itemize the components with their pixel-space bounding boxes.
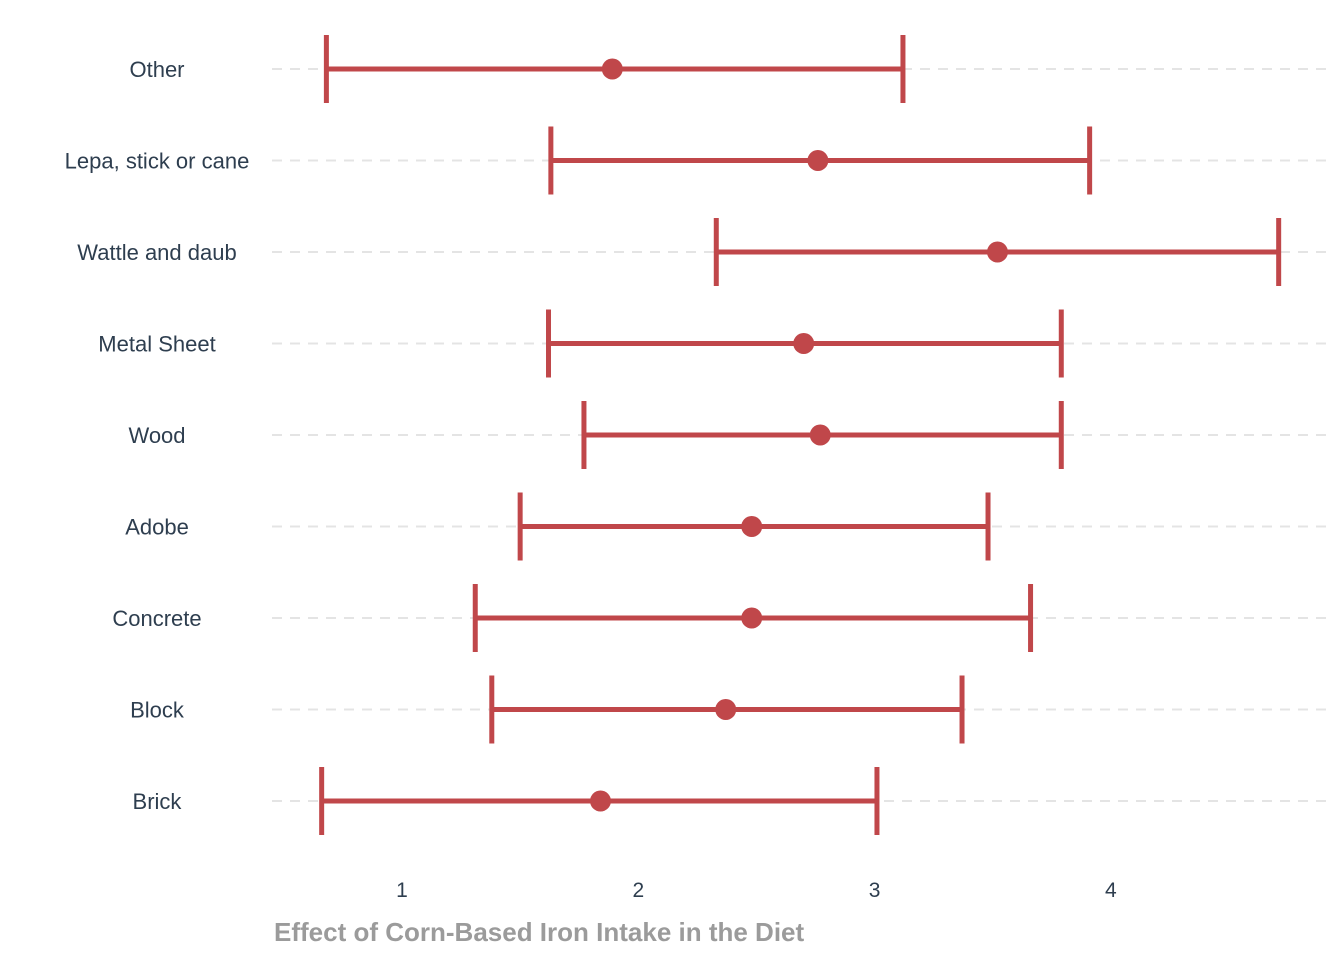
category-label: Wattle and daub	[77, 240, 236, 265]
error-bar	[323, 35, 906, 103]
category-label: Other	[129, 57, 184, 82]
estimate-point	[741, 607, 763, 629]
x-axis-title: Effect of Corn-Based Iron Intake in the …	[274, 917, 805, 947]
error-bar	[713, 218, 1282, 286]
category-labels: Other Lepa, stick or cane Wattle and daub M…	[65, 57, 250, 814]
error-bar	[489, 675, 965, 744]
error-bars	[319, 35, 1282, 835]
x-tick-label: 4	[1105, 879, 1117, 902]
category-label: Brick	[133, 789, 183, 814]
estimate-point	[589, 790, 611, 812]
category-label: Wood	[128, 423, 185, 448]
error-bar	[517, 492, 991, 561]
estimate-point	[807, 150, 829, 171]
estimate-point	[809, 424, 831, 446]
estimate-point	[986, 241, 1008, 263]
error-bar	[581, 401, 1064, 469]
category-label: Metal Sheet	[98, 332, 215, 357]
category-label: Adobe	[125, 515, 189, 540]
x-tick-label: 1	[396, 879, 408, 902]
x-tick-labels: 1 2 3 4	[396, 879, 1117, 902]
error-bar	[472, 584, 1034, 652]
error-bar	[546, 309, 1064, 378]
category-label: Lepa, stick or cane	[65, 149, 250, 174]
estimate-point	[601, 58, 623, 80]
estimate-point	[793, 333, 815, 354]
estimate-point	[741, 516, 763, 537]
error-bar	[548, 126, 1093, 195]
category-label: Concrete	[112, 606, 201, 631]
category-label: Block	[130, 698, 185, 723]
x-tick-label: 2	[632, 879, 644, 902]
estimate-point	[715, 699, 737, 720]
error-bar	[319, 767, 880, 835]
x-tick-label: 3	[869, 879, 881, 902]
